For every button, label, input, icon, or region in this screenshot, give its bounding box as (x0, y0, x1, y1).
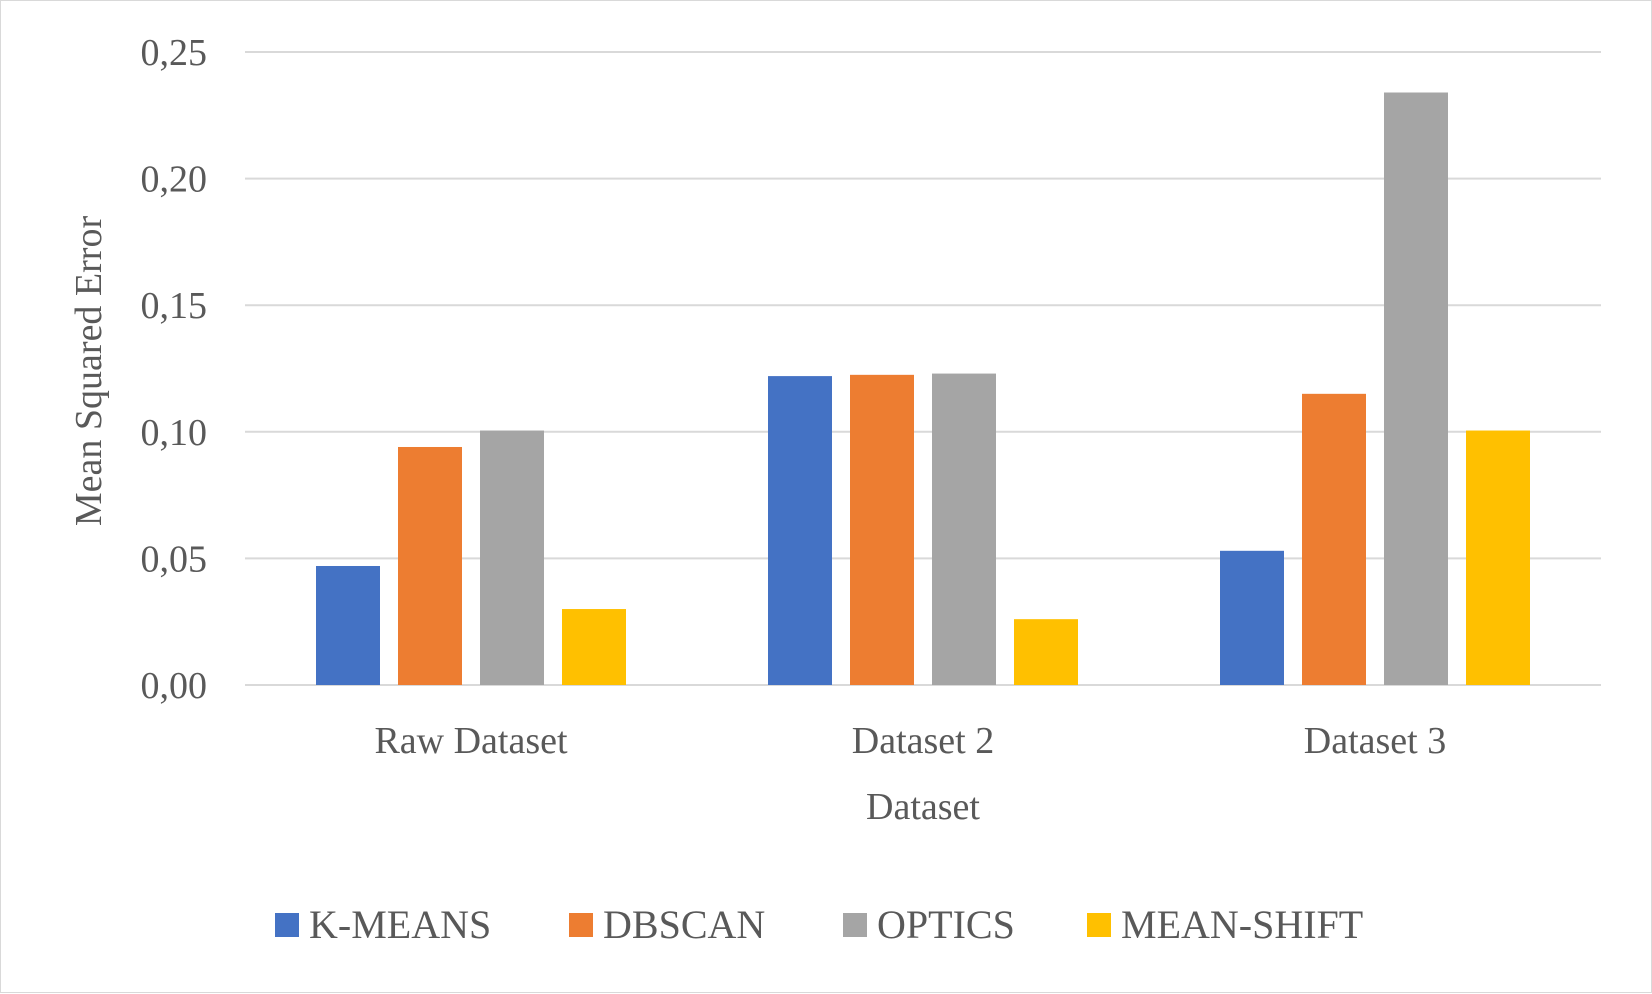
legend-swatch (275, 913, 299, 937)
y-tick-label: 0,00 (141, 665, 208, 707)
x-category-label: Dataset 2 (852, 720, 994, 762)
legend-swatch (843, 913, 867, 937)
x-category-label: Raw Dataset (374, 720, 568, 762)
bar (398, 446, 462, 685)
y-tick-label: 0,10 (141, 412, 208, 454)
y-axis-ticks: 0,00 0,05 0,10 0,15 0,20 0,25 (141, 32, 208, 707)
gridlines (245, 51, 1601, 686)
legend-swatch (569, 913, 593, 937)
legend-label: MEAN-SHIFT (1121, 902, 1363, 947)
bar (850, 374, 914, 685)
y-axis-title: Mean Squared Error (68, 216, 110, 527)
bar (316, 565, 380, 685)
bars (316, 92, 1530, 685)
legend-item: OPTICS (843, 902, 1015, 947)
bar (562, 609, 626, 685)
bar (1384, 92, 1448, 685)
bar (932, 373, 996, 685)
legend-item: DBSCAN (569, 902, 765, 947)
bar (1466, 430, 1530, 685)
legend-swatch (1087, 913, 1111, 937)
y-tick-label: 0,15 (141, 285, 208, 327)
y-tick-label: 0,05 (141, 538, 208, 580)
legend-item: MEAN-SHIFT (1087, 902, 1363, 947)
legend-item: K-MEANS (275, 902, 491, 947)
bar (480, 430, 544, 685)
x-category-label: Dataset 3 (1304, 720, 1446, 762)
legend-label: OPTICS (877, 902, 1015, 947)
bar (768, 376, 832, 685)
bar (1220, 550, 1284, 685)
y-tick-label: 0,25 (141, 32, 208, 74)
legend-label: K-MEANS (309, 902, 491, 947)
bar (1014, 619, 1078, 685)
x-axis-title: Dataset (866, 786, 980, 828)
y-tick-label: 0,20 (141, 159, 208, 201)
x-axis-categories: Raw Dataset Dataset 2 Dataset 3 (374, 720, 1446, 762)
legend-label: DBSCAN (603, 902, 765, 947)
legend: K-MEANS DBSCAN OPTICS MEAN-SHIFT (275, 902, 1363, 947)
bar (1302, 393, 1366, 685)
